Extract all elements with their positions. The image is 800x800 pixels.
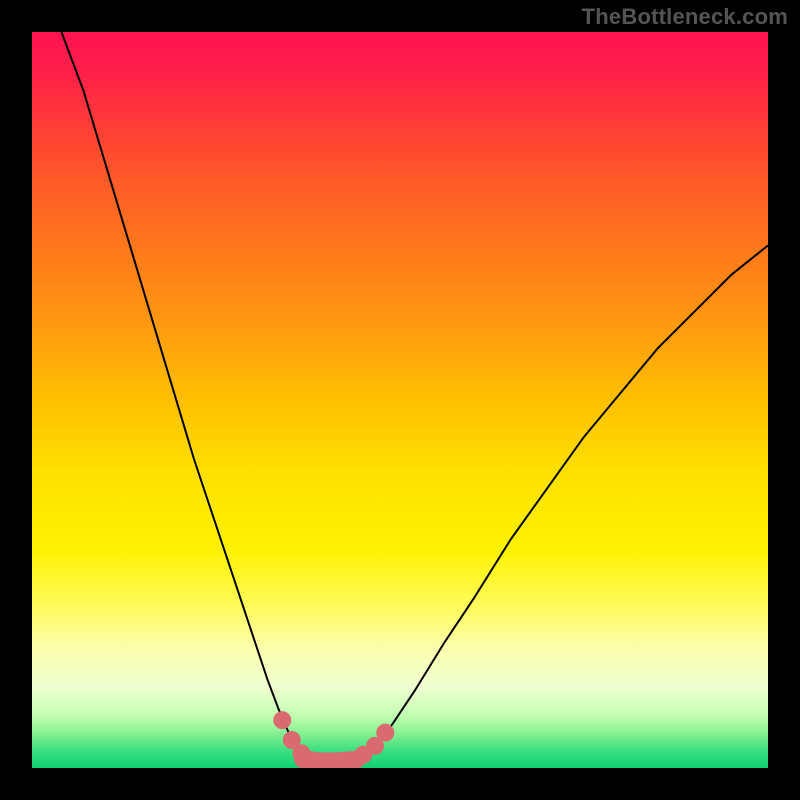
highlight-markers [32,32,768,768]
figure-frame: TheBottleneck.com [0,0,800,800]
plot-area [32,32,768,768]
watermark-text: TheBottleneck.com [582,4,788,30]
